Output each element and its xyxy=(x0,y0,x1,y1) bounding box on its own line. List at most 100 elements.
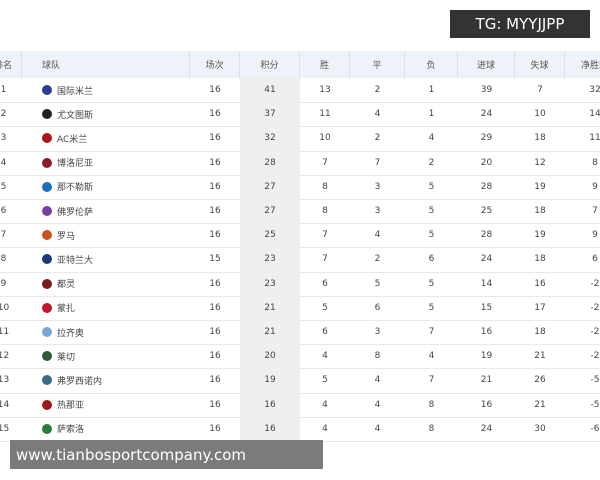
lost: 1 xyxy=(428,109,435,120)
header-drawn: 平 xyxy=(350,51,405,78)
team: 拉齐奥 xyxy=(22,320,190,344)
goals-for: 15 xyxy=(480,302,493,313)
lost: 7 xyxy=(428,375,435,386)
lost: 8 xyxy=(428,399,435,410)
played: 16 xyxy=(209,157,221,168)
goals-against: 18 xyxy=(534,133,546,144)
drawn: 4 xyxy=(374,230,381,241)
goal-difference: -6 xyxy=(590,423,600,434)
points: 21 xyxy=(240,295,300,320)
points: 27 xyxy=(240,174,300,199)
watermark-top: TG: MYYJJPP xyxy=(450,10,590,38)
header-points: 积分 xyxy=(240,51,300,78)
goals-against: 18 xyxy=(534,254,546,265)
won: 7 xyxy=(322,254,328,265)
won: 4 xyxy=(322,423,328,434)
goals-against: 16 xyxy=(534,278,546,289)
header-goals-for: 进球 xyxy=(458,51,515,78)
row-divider xyxy=(0,223,600,225)
rank: 4 xyxy=(0,157,7,168)
drawn: 4 xyxy=(374,399,381,410)
rank: 9 xyxy=(0,278,7,289)
row-divider xyxy=(0,344,600,346)
won: 8 xyxy=(322,181,328,192)
team-logo xyxy=(42,157,52,168)
goals-for: 19 xyxy=(480,351,493,362)
goals-for: 21 xyxy=(480,375,493,386)
played: 16 xyxy=(209,133,221,144)
team-logo xyxy=(42,423,52,434)
points: 23 xyxy=(240,247,300,272)
won: 13 xyxy=(319,85,331,96)
team-logo xyxy=(42,206,52,217)
rank: 13 xyxy=(0,375,10,386)
goal-difference: -5 xyxy=(590,399,600,410)
header-rank: 排名 xyxy=(0,51,22,78)
team: 佛罗伦萨 xyxy=(22,199,190,223)
team-logo xyxy=(42,230,52,241)
goal-difference: 7 xyxy=(592,206,598,217)
watermark-bottom: www.tianbosportcompany.com xyxy=(10,440,323,469)
team-logo xyxy=(42,399,52,410)
points: 25 xyxy=(240,223,300,248)
goal-difference: -2 xyxy=(590,278,600,289)
header-lost: 负 xyxy=(405,51,458,78)
drawn: 6 xyxy=(374,302,381,313)
goals-for: 39 xyxy=(480,85,493,96)
won: 4 xyxy=(322,399,328,410)
header-played: 场次 xyxy=(190,51,240,78)
team-logo xyxy=(42,375,52,386)
lost: 5 xyxy=(428,278,435,289)
lost: 4 xyxy=(428,133,435,144)
goal-difference: 9 xyxy=(592,230,598,241)
rank: 3 xyxy=(0,133,7,144)
lost: 5 xyxy=(428,230,435,241)
rank: 2 xyxy=(0,109,7,120)
goals-against: 19 xyxy=(534,181,546,192)
goals-against: 30 xyxy=(534,423,546,434)
team: 罗马 xyxy=(22,223,190,247)
team: 尤文图斯 xyxy=(22,102,190,126)
goal-difference: 8 xyxy=(592,157,598,168)
rank: 5 xyxy=(0,181,7,192)
goal-difference: -5 xyxy=(590,375,600,386)
played: 16 xyxy=(209,230,221,241)
goals-for: 14 xyxy=(480,278,493,289)
lost: 5 xyxy=(428,302,435,313)
header-goals-against: 失球 xyxy=(515,51,565,78)
points: 21 xyxy=(240,320,300,345)
points: 32 xyxy=(240,126,300,151)
goals-against: 18 xyxy=(534,327,546,338)
lost: 5 xyxy=(428,206,435,217)
played: 16 xyxy=(209,302,221,313)
goals-for: 24 xyxy=(480,109,493,120)
points: 27 xyxy=(240,199,300,224)
drawn: 4 xyxy=(374,423,381,434)
played: 16 xyxy=(209,351,221,362)
points: 19 xyxy=(240,368,300,393)
team: 热那亚 xyxy=(22,393,190,417)
goals-against: 7 xyxy=(537,85,543,96)
drawn: 3 xyxy=(374,181,381,192)
points: 23 xyxy=(240,271,300,296)
won: 6 xyxy=(322,327,328,338)
row-divider xyxy=(0,174,600,176)
lost: 5 xyxy=(428,181,435,192)
goals-for: 28 xyxy=(480,230,493,241)
lost: 6 xyxy=(428,254,435,265)
won: 7 xyxy=(322,230,328,241)
team: 萨索洛 xyxy=(22,417,190,441)
points: 16 xyxy=(240,392,300,417)
goals-against: 21 xyxy=(534,399,546,410)
points: 37 xyxy=(240,102,300,127)
goal-difference: -2 xyxy=(590,327,600,338)
points: 20 xyxy=(240,344,300,369)
team: 那不勒斯 xyxy=(22,175,190,199)
goals-for: 20 xyxy=(480,157,493,168)
played: 16 xyxy=(209,206,221,217)
goal-difference: 14 xyxy=(589,109,600,120)
team: 都灵 xyxy=(22,272,190,296)
goals-for: 29 xyxy=(480,133,493,144)
played: 16 xyxy=(209,109,221,120)
team-logo xyxy=(42,85,52,96)
